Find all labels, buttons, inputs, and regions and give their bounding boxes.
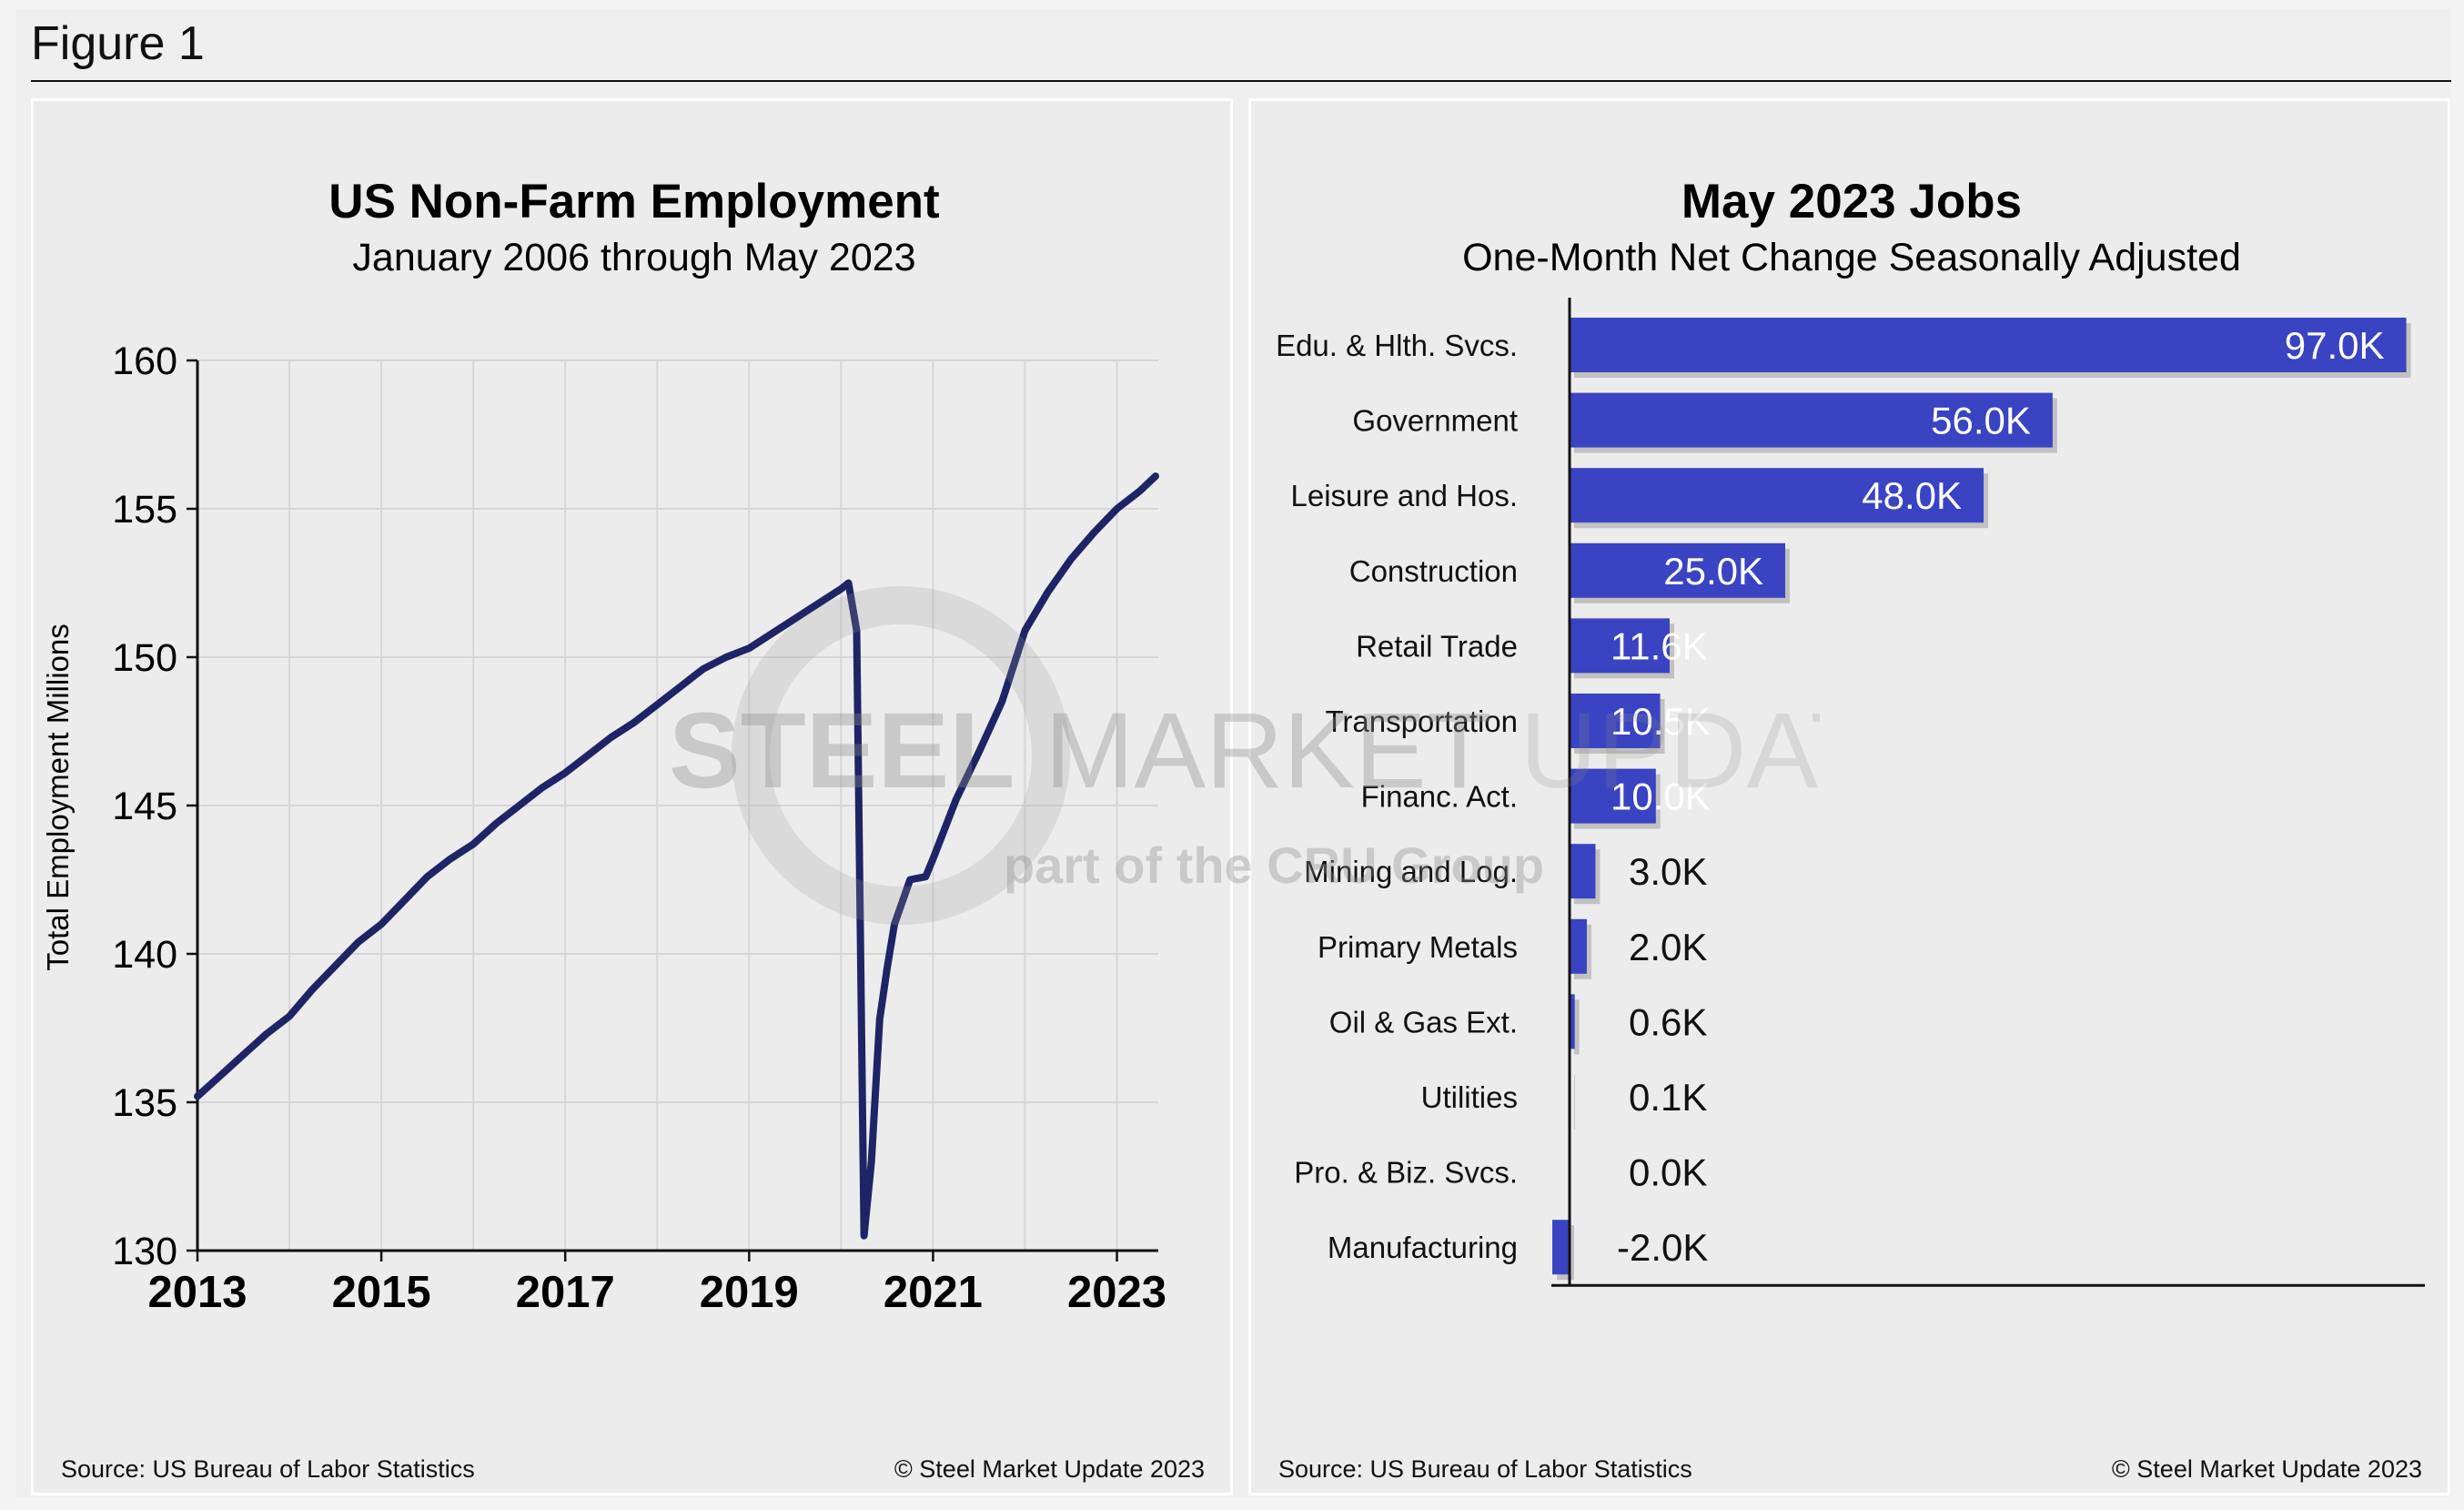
line-chart-grid <box>197 360 1158 1251</box>
bar-shadow <box>1574 999 1580 1055</box>
line-chart: US Non-Farm Employment January 2006 thro… <box>41 175 1166 1317</box>
bar <box>1570 392 2053 448</box>
x-tick-label: 2023 <box>1067 1268 1166 1317</box>
right-source-note: Source: US Bureau of Labor Statistics <box>1278 1455 1692 1483</box>
y-tick-label: 150 <box>112 636 177 680</box>
bar-value-label: 48.0K <box>1862 474 1962 517</box>
x-tick-label: 2019 <box>700 1268 799 1317</box>
x-tick-label: 2013 <box>147 1268 247 1317</box>
bar-chart: May 2023 Jobs One-Month Net Change Seaso… <box>1276 175 2425 1287</box>
line-chart-y-ticks: 130 135 140 145 150 155 160 <box>112 339 177 1273</box>
bar-shadow <box>1574 1075 1575 1130</box>
bar-category-label: Manufacturing <box>1328 1231 1518 1264</box>
bar-category-label: Pro. & Biz. Svcs. <box>1294 1156 1518 1190</box>
bar-value-label: 2.0K <box>1629 926 1707 968</box>
bar-category-label: Government <box>1352 404 1518 438</box>
figure-divider <box>31 80 2451 82</box>
bar-value-label: 11.6K <box>1611 624 1708 667</box>
bar-category-label: Retail Trade <box>1356 629 1518 663</box>
left-source-note: Source: US Bureau of Labor Statistics <box>61 1455 475 1483</box>
line-chart-title: US Non-Farm Employment <box>328 175 939 228</box>
bar <box>1570 618 1670 674</box>
bar-category-label: Construction <box>1349 554 1518 588</box>
bar <box>1570 318 2407 372</box>
bar-category-label: Leisure and Hos. <box>1291 479 1518 512</box>
bar-category-label: Financ. Act. <box>1361 780 1518 814</box>
bar-category-label: Utilities <box>1421 1080 1518 1114</box>
bar-chart-title: May 2023 Jobs <box>1681 175 2022 228</box>
bar-category-label: Edu. & Hlth. Svcs. <box>1276 329 1518 362</box>
bar-chart-axes <box>1551 298 2425 1287</box>
bar-value-label: 97.0K <box>2285 324 2385 367</box>
bar <box>1570 694 1661 748</box>
bar-category-label: Transportation <box>1325 704 1518 738</box>
bar-chart-panel: May 2023 Jobs One-Month Net Change Seaso… <box>1248 98 2450 1495</box>
bar-category-label: Oil & Gas Ext. <box>1329 1005 1518 1039</box>
bar-value-label: 56.0K <box>1931 400 2031 442</box>
bar <box>1570 994 1575 1049</box>
x-tick-label: 2015 <box>332 1268 431 1317</box>
y-tick-label: 145 <box>112 785 177 828</box>
y-tick-label: 135 <box>112 1081 177 1125</box>
bar-value-label: 0.6K <box>1629 1000 1707 1043</box>
bar-value-label: 10.0K <box>1611 775 1711 818</box>
y-tick-label: 140 <box>112 933 177 977</box>
bar-value-label: 3.0K <box>1629 850 1707 893</box>
bar <box>1570 768 1656 824</box>
bar <box>1570 844 1596 899</box>
bar-category-label: Primary Metals <box>1318 930 1518 964</box>
bar-value-label: 0.0K <box>1629 1151 1707 1194</box>
bar <box>1570 918 1587 974</box>
left-copyright: © Steel Market Update 2023 <box>894 1455 1205 1483</box>
x-tick-label: 2021 <box>884 1268 983 1317</box>
bar-value-label: 10.5K <box>1611 700 1711 743</box>
series-line-total-nonfarm <box>194 472 1159 1240</box>
line-chart-panel: US Non-Farm Employment January 2006 thro… <box>31 98 1233 1495</box>
line-chart-axes <box>187 359 1158 1262</box>
bar <box>1570 542 1785 598</box>
line-chart-y-axis-label: Total Employment Millions <box>41 623 75 970</box>
bar-value-label: 0.1K <box>1629 1076 1707 1119</box>
bar-chart-subtitle: One-Month Net Change Seasonally Adjusted <box>1462 236 2241 279</box>
line-chart-subtitle: January 2006 through May 2023 <box>352 236 915 279</box>
line-chart-x-ticks: 2013 2015 2017 2019 2021 2023 <box>147 1268 1166 1317</box>
bar-category-label: Mining and Log. <box>1304 855 1518 888</box>
bar-value-label: -2.0K <box>1617 1226 1708 1269</box>
x-tick-label: 2017 <box>516 1268 615 1317</box>
y-tick-label: 130 <box>112 1230 177 1273</box>
bar-chart-bars: Edu. & Hlth. Svcs. 97.0K Government 56.0K Le… <box>1276 318 2411 1281</box>
right-copyright: © Steel Market Update 2023 <box>2111 1455 2422 1483</box>
figure-label: Figure 1 <box>31 17 205 70</box>
bar <box>1570 468 1984 523</box>
y-tick-label: 155 <box>112 488 177 532</box>
y-tick-label: 160 <box>112 339 177 383</box>
bar-value-label: 25.0K <box>1663 550 1763 593</box>
bar <box>1552 1220 1570 1275</box>
